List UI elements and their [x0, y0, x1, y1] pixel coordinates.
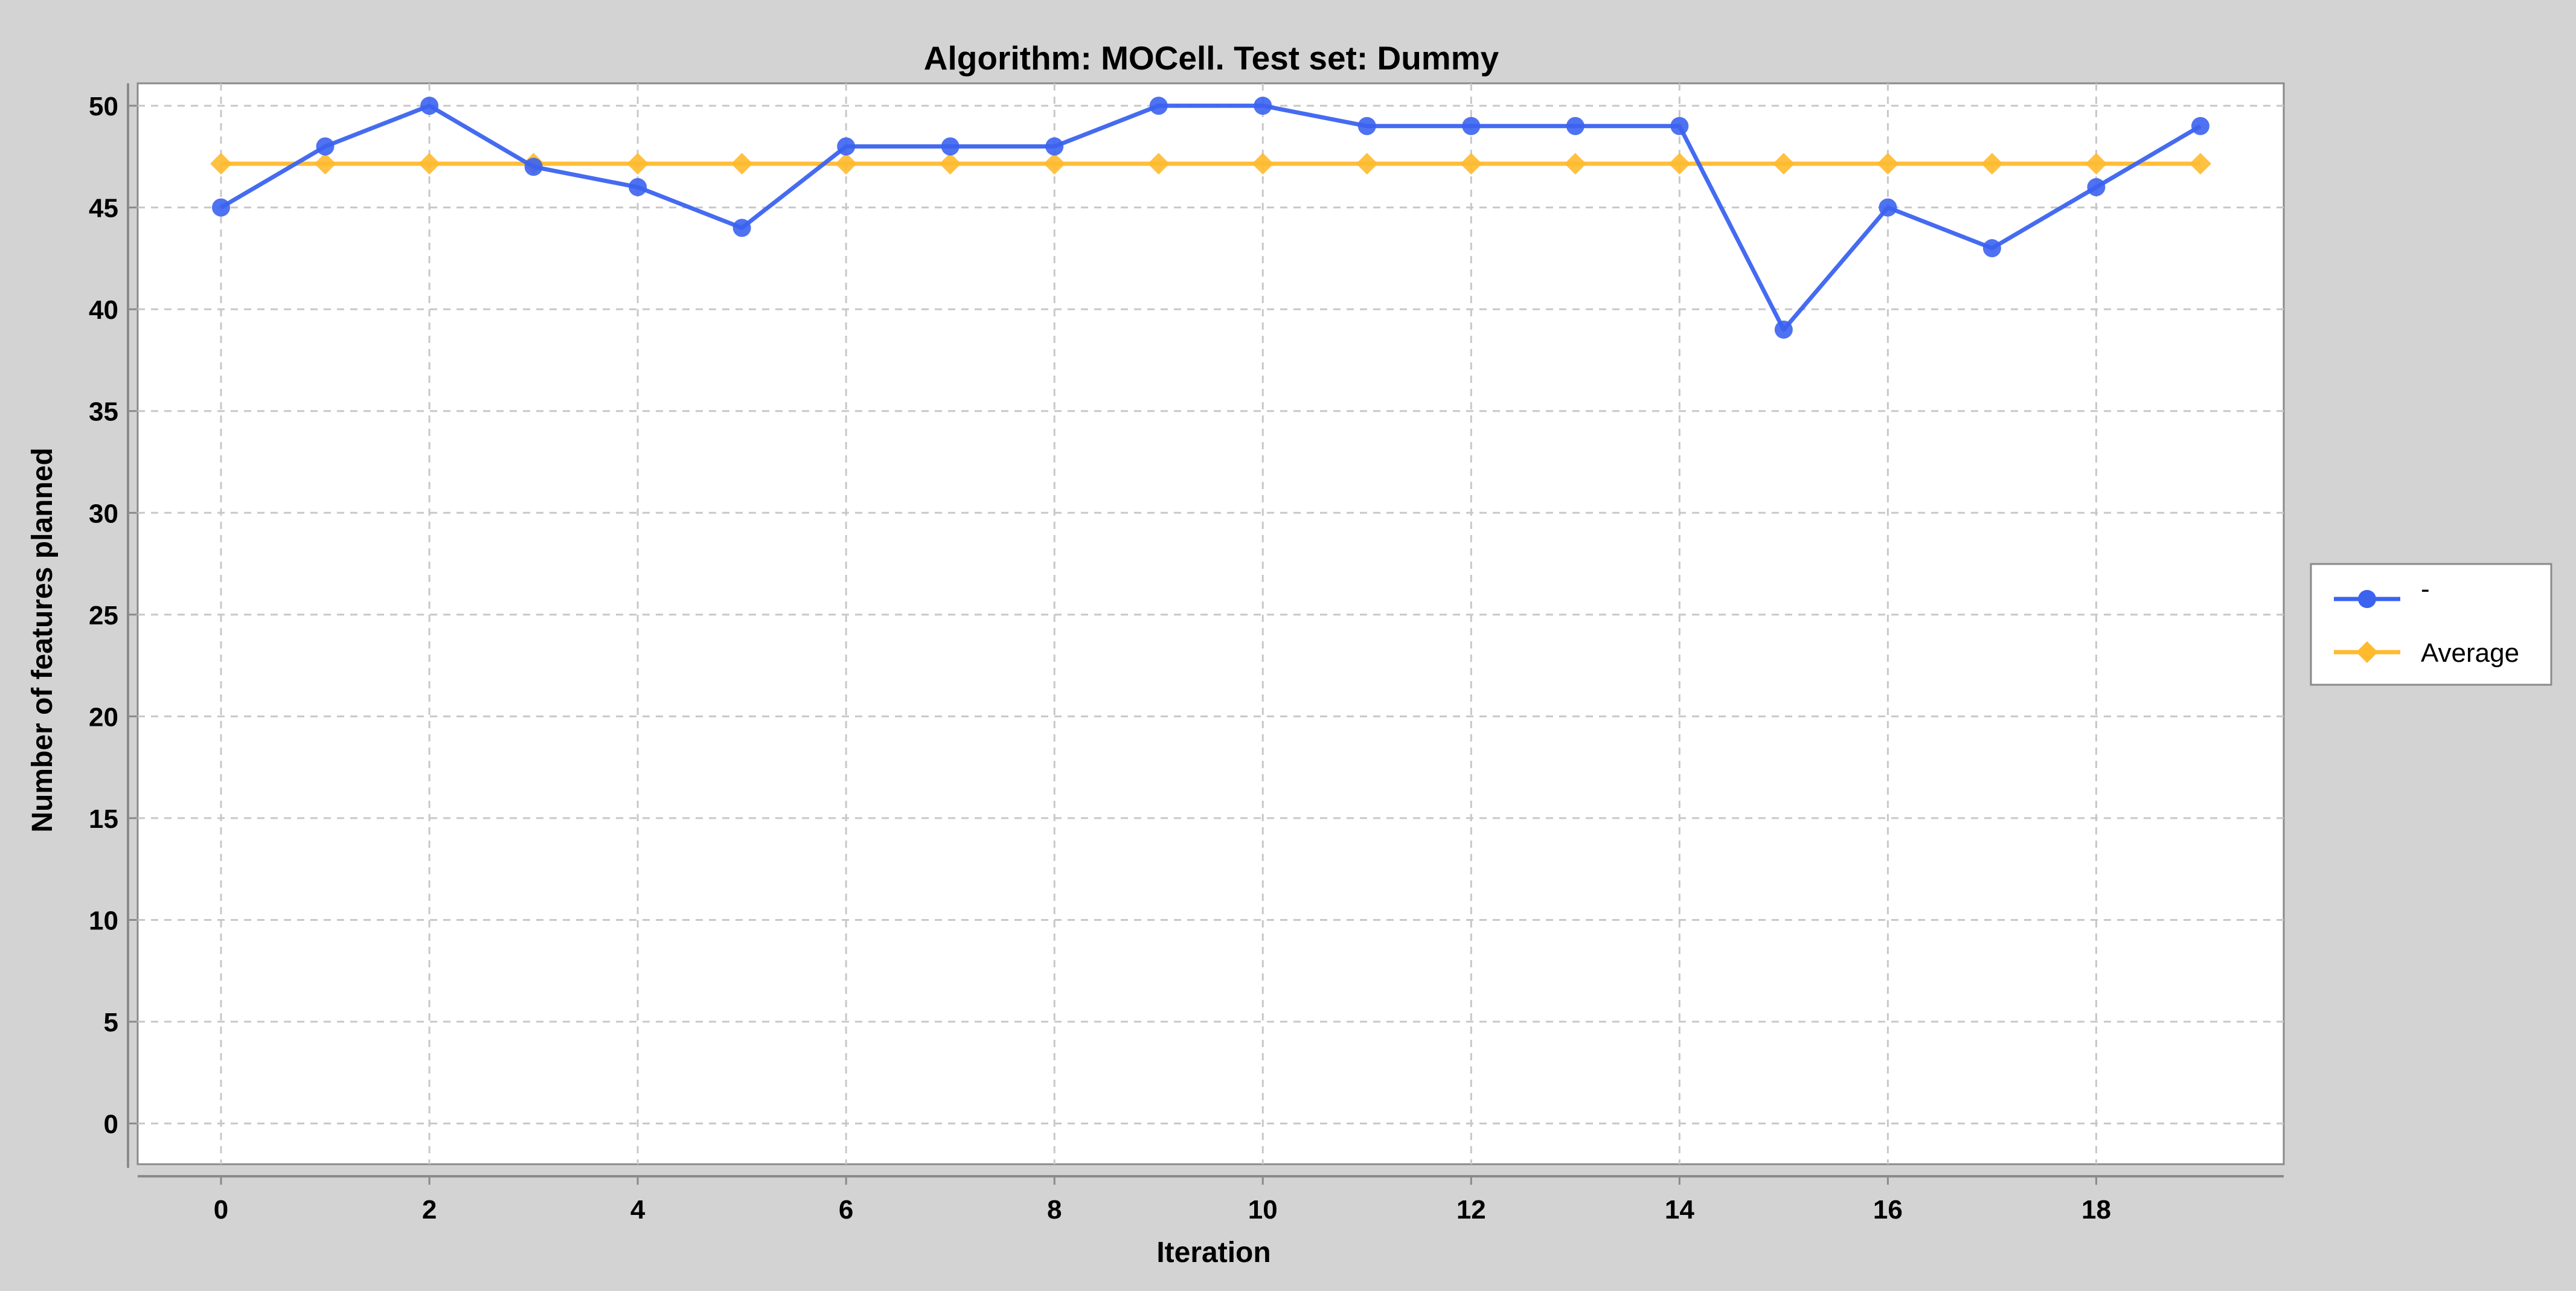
data-point-dash [941, 137, 960, 156]
x-tick-label: 4 [630, 1195, 646, 1225]
y-tick-label: 25 [89, 601, 118, 630]
legend: - Average [2310, 563, 2552, 686]
x-tick-label: 6 [839, 1195, 853, 1225]
data-point-average [1043, 153, 1066, 175]
plot-area: 0 5 10 15 20 25 30 35 40 45 50 0 2 4 6 8 10 12 14 16 18 [89, 82, 2285, 1225]
legend-label-dash: - [2421, 574, 2430, 604]
x-tick-label: 12 [1456, 1195, 1486, 1225]
y-tick-label: 40 [89, 295, 118, 325]
x-tick-label: 2 [422, 1195, 437, 1225]
x-tick-label: 10 [1248, 1195, 1278, 1225]
data-point-average [1147, 153, 1170, 175]
data-point-dash [1149, 97, 1168, 115]
data-point-average [1877, 153, 1899, 175]
y-tick-label: 50 [89, 92, 118, 121]
data-point-dash [2087, 178, 2106, 196]
legend-box [2310, 563, 2552, 686]
data-point-dash [1670, 117, 1689, 135]
y-tick-label: 0 [104, 1110, 118, 1139]
x-tick-label: 8 [1047, 1195, 1062, 1225]
data-point-dash [420, 97, 439, 115]
series-line-dash [220, 103, 2202, 332]
data-point-dash [316, 137, 335, 156]
legend-marker-average [2356, 641, 2378, 663]
data-point-average [1772, 153, 1795, 175]
data-point-average [731, 153, 753, 175]
data-point-dash [1879, 198, 1897, 217]
x-tick-label: 18 [2081, 1195, 2111, 1225]
y-tick-label: 5 [104, 1008, 118, 1037]
data-point-average [835, 153, 857, 175]
x-axis-label: Iteration [1156, 1237, 1270, 1269]
data-point-average [210, 153, 232, 175]
data-point-average [418, 153, 441, 175]
x-tick-label: 14 [1665, 1195, 1694, 1225]
data-point-average [1564, 153, 1586, 175]
data-point-average [2189, 153, 2211, 175]
chart-title: Algorithm: MOCell. Test set: Dummy [924, 39, 1499, 77]
data-point-dash [1462, 117, 1481, 135]
legend-marker-dash [2358, 590, 2376, 608]
data-point-dash [1045, 137, 1064, 156]
data-point-average [627, 153, 649, 175]
data-point-average [1981, 153, 2003, 175]
data-point-dash [2191, 117, 2209, 135]
y-tick-label: 15 [89, 804, 118, 834]
data-point-average [1252, 153, 1274, 175]
y-tick-label: 45 [89, 194, 118, 223]
data-point-dash [732, 219, 751, 237]
data-point-dash [629, 178, 647, 196]
data-point-average [1460, 153, 1482, 175]
data-point-dash [1357, 117, 1376, 135]
y-tick-label: 10 [89, 906, 118, 935]
y-tick-label: 30 [89, 499, 118, 528]
data-point-dash [1566, 117, 1584, 135]
data-point-average [939, 153, 961, 175]
data-point-dash [524, 158, 543, 176]
data-point-dash [1982, 239, 2001, 258]
data-point-average [2085, 153, 2107, 175]
data-point-average [1668, 153, 1691, 175]
legend-label-average: Average [2421, 638, 2519, 668]
x-tick-label: 16 [1873, 1195, 1903, 1225]
x-tick-label: 0 [214, 1195, 228, 1225]
data-point-average [1356, 153, 1378, 175]
data-point-dash [212, 198, 231, 217]
plot-background [136, 82, 2285, 1165]
data-point-dash [1774, 320, 1793, 339]
y-tick-label: 20 [89, 702, 118, 732]
data-point-dash [1254, 97, 1272, 115]
y-tick-label: 35 [89, 397, 118, 427]
y-axis-label: Number of features planned [27, 447, 59, 832]
data-point-average [314, 153, 336, 175]
data-point-dash [837, 137, 856, 156]
